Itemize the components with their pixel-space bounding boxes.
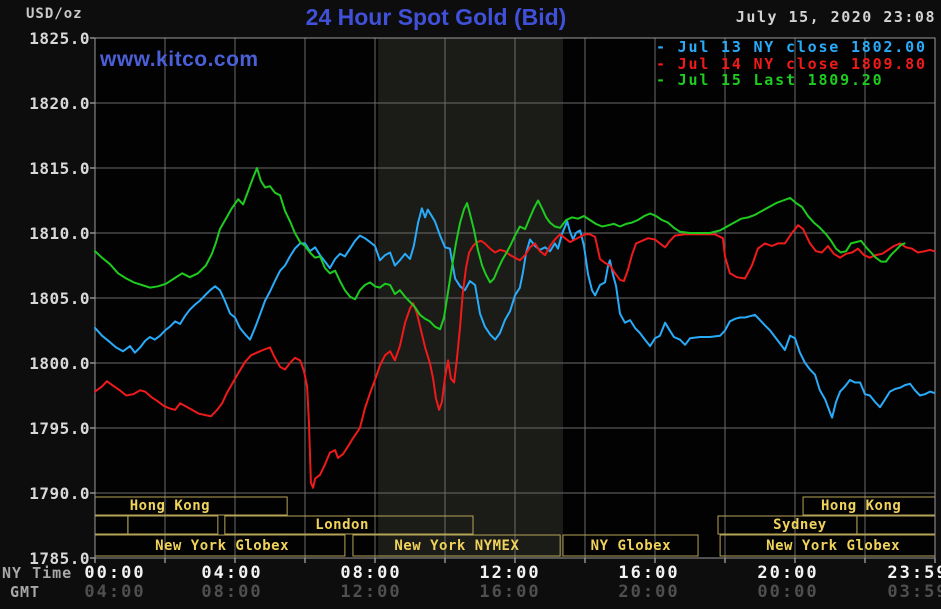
legend-item-jul15: - Jul 15 Last 1809.20 bbox=[656, 71, 884, 89]
page-title: 24 Hour Spot Gold (Bid) bbox=[305, 4, 567, 30]
legend-item-jul13: - Jul 13 NY close 1802.00 bbox=[656, 38, 927, 56]
y-tick-label: 1815.0 bbox=[29, 159, 90, 178]
kitco-watermark-link[interactable]: www.kitco.com bbox=[100, 48, 259, 71]
y-tick-label: 1805.0 bbox=[29, 289, 90, 308]
ny-time-label: 23:59 bbox=[887, 563, 941, 583]
gmt-label: 12:00 bbox=[340, 582, 402, 602]
session-label-new-york-nymex: New York NYMEX bbox=[394, 537, 520, 554]
y-tick-label: 1795.0 bbox=[29, 419, 90, 438]
y-tick-label: 1825.0 bbox=[29, 29, 90, 48]
plot-border bbox=[94, 37, 936, 559]
gmt-label: 08:00 bbox=[201, 582, 263, 602]
ny-time-label: 04:00 bbox=[201, 563, 263, 583]
session-label-hong-kong: Hong Kong bbox=[129, 498, 211, 514]
ny-time-axis-caption: NY Time bbox=[2, 564, 73, 582]
session-box-london bbox=[224, 515, 474, 535]
y-tick-label: 1820.0 bbox=[29, 94, 90, 113]
y-tick-label: 1790.0 bbox=[29, 484, 90, 503]
y-tick-label: 1810.0 bbox=[29, 224, 90, 243]
y-axis-units-label: USD/oz bbox=[26, 6, 83, 22]
session-box-new-york-nymex bbox=[352, 534, 561, 557]
gmt-label: 16:00 bbox=[479, 582, 541, 602]
gmt-label: 03:59 bbox=[887, 582, 941, 602]
session-label-hong-kong: Hong Kong bbox=[820, 498, 902, 514]
series-line-jul15 bbox=[94, 167, 906, 331]
ny-time-label: 00:00 bbox=[84, 563, 146, 583]
gmt-label: 00:00 bbox=[757, 582, 819, 602]
ny-time-label: 12:00 bbox=[479, 563, 541, 583]
session-label-new-york-globex: New York Globex bbox=[766, 537, 901, 554]
ny-time-label: 08:00 bbox=[340, 563, 402, 583]
session-label-london: London bbox=[315, 517, 369, 533]
ny-time-label: 20:00 bbox=[757, 563, 819, 583]
session-box-ny-globex bbox=[562, 534, 699, 557]
session-label-sydney: Sydney bbox=[773, 517, 827, 533]
y-tick-label: 1785.0 bbox=[29, 549, 90, 568]
gmt-label: 20:00 bbox=[618, 582, 680, 602]
session-label-ny-globex: NY Globex bbox=[590, 537, 672, 554]
gmt-axis-caption: GMT bbox=[10, 583, 41, 601]
session-label-new-york-globex: New York Globex bbox=[155, 537, 290, 554]
session-box bbox=[127, 515, 219, 535]
legend-item-jul14: - Jul 14 NY close 1809.80 bbox=[656, 54, 927, 73]
series-line-jul13 bbox=[94, 207, 936, 419]
ny-time-label: 16:00 bbox=[618, 563, 680, 583]
gmt-label: 04:00 bbox=[84, 582, 146, 602]
legend: - Jul 13 NY close 1802.00 - Jul 14 NY cl… bbox=[656, 39, 927, 89]
y-tick-label: 1800.0 bbox=[29, 354, 90, 373]
date-timestamp: July 15, 2020 23:08 bbox=[735, 8, 936, 26]
